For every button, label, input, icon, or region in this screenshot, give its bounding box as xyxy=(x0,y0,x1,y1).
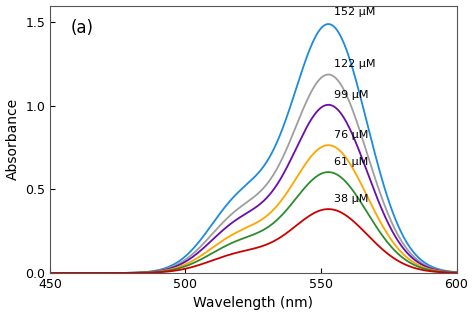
Text: 122 μM: 122 μM xyxy=(334,59,375,70)
Text: 38 μM: 38 μM xyxy=(334,194,368,204)
X-axis label: Wavelength (nm): Wavelength (nm) xyxy=(193,296,313,310)
Text: 152 μM: 152 μM xyxy=(334,7,375,17)
Text: 99 μM: 99 μM xyxy=(334,90,368,100)
Text: (a): (a) xyxy=(70,19,93,37)
Y-axis label: Absorbance: Absorbance xyxy=(6,98,19,180)
Text: 61 μM: 61 μM xyxy=(334,157,368,167)
Text: 76 μM: 76 μM xyxy=(334,130,368,140)
